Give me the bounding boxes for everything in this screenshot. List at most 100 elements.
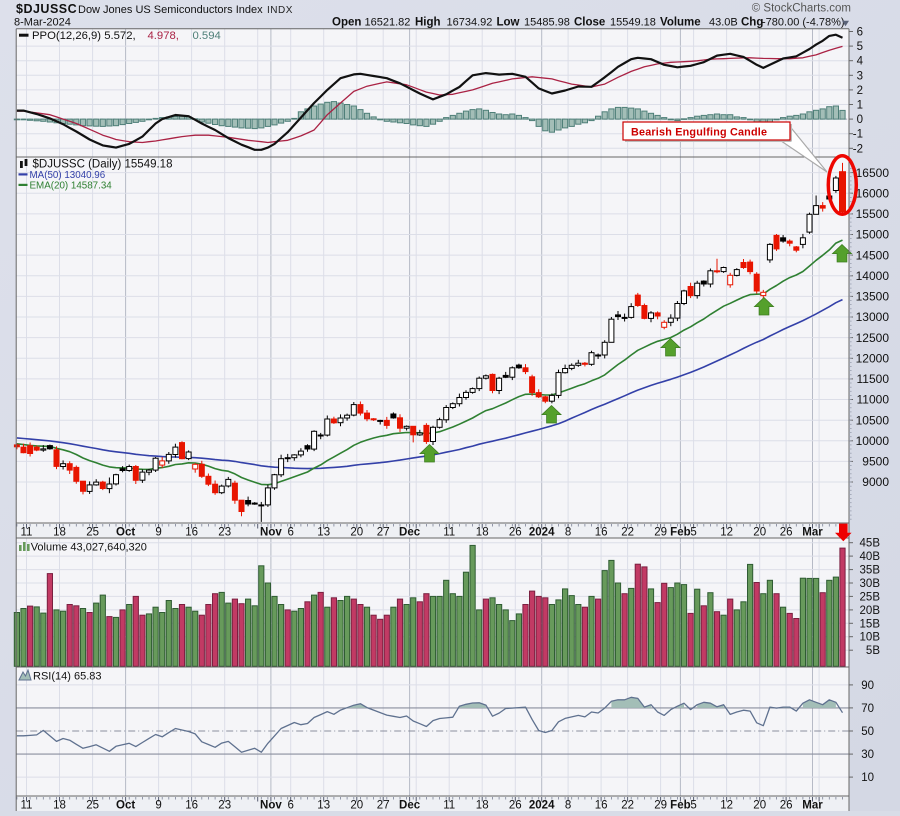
svg-text:6: 6 xyxy=(857,27,863,39)
svg-text:Open: Open xyxy=(332,16,361,28)
svg-text:14000: 14000 xyxy=(856,269,890,283)
svg-text:8: 8 xyxy=(565,527,571,539)
svg-text:Oct: Oct xyxy=(116,800,135,812)
svg-text:PPO(12,26,9) 5.572,: PPO(12,26,9) 5.572, xyxy=(32,30,136,42)
svg-text:6: 6 xyxy=(287,800,293,812)
svg-text:16: 16 xyxy=(595,527,608,539)
svg-text:0: 0 xyxy=(857,114,863,126)
svg-text:70: 70 xyxy=(861,703,874,715)
svg-text:9000: 9000 xyxy=(862,475,889,489)
svg-text:16521.82: 16521.82 xyxy=(365,16,411,28)
svg-text:25B: 25B xyxy=(860,591,881,603)
svg-text:Mar: Mar xyxy=(802,527,823,539)
svg-text:11: 11 xyxy=(443,527,455,539)
svg-text:12: 12 xyxy=(720,527,733,539)
svg-text:EMA(20) 14587.34: EMA(20) 14587.34 xyxy=(30,180,113,191)
svg-text:High: High xyxy=(415,16,441,28)
svg-text:11500: 11500 xyxy=(857,372,890,386)
svg-text:12500: 12500 xyxy=(856,331,890,345)
svg-text:8-Mar-2024: 8-Mar-2024 xyxy=(14,17,71,29)
svg-text:Volume 43,027,640,320: Volume 43,027,640,320 xyxy=(31,541,147,553)
svg-text:Feb: Feb xyxy=(670,527,690,539)
svg-text:4.978,: 4.978, xyxy=(148,30,179,42)
svg-text:16: 16 xyxy=(595,800,608,812)
svg-text:5B: 5B xyxy=(866,645,880,657)
svg-text:29: 29 xyxy=(654,527,667,539)
svg-text:Close: Close xyxy=(574,16,605,28)
svg-text:2024: 2024 xyxy=(529,800,555,812)
svg-text:$DJUSSC: $DJUSSC xyxy=(16,2,77,16)
svg-text:1: 1 xyxy=(857,100,863,112)
svg-text:26: 26 xyxy=(509,800,522,812)
svg-text:10B: 10B xyxy=(860,632,881,644)
svg-text:15549.18: 15549.18 xyxy=(610,16,656,28)
svg-text:18: 18 xyxy=(476,800,489,812)
svg-text:15000: 15000 xyxy=(856,228,890,242)
svg-text:11: 11 xyxy=(21,800,33,812)
svg-text:Volume: Volume xyxy=(660,16,701,28)
svg-text:© StockCharts.com: © StockCharts.com xyxy=(752,3,851,15)
svg-text:10500: 10500 xyxy=(856,413,890,427)
svg-text:13000: 13000 xyxy=(856,310,890,324)
svg-text:5: 5 xyxy=(690,527,696,539)
svg-text:40B: 40B xyxy=(860,551,881,563)
svg-text:27: 27 xyxy=(377,527,390,539)
svg-text:Oct: Oct xyxy=(116,527,135,539)
svg-text:15500: 15500 xyxy=(856,207,890,221)
svg-text:30B: 30B xyxy=(860,578,881,590)
svg-text:Dec: Dec xyxy=(399,800,421,812)
svg-text:20: 20 xyxy=(350,527,363,539)
svg-text:20B: 20B xyxy=(860,605,881,617)
svg-text:26: 26 xyxy=(509,527,522,539)
svg-text:18: 18 xyxy=(476,527,489,539)
svg-text:16500: 16500 xyxy=(856,166,890,180)
svg-text:26: 26 xyxy=(780,527,793,539)
svg-text:18: 18 xyxy=(53,800,66,812)
svg-text:20: 20 xyxy=(753,800,766,812)
svg-text:6: 6 xyxy=(287,527,293,539)
svg-text:8: 8 xyxy=(565,800,571,812)
svg-text:Bearish Engulfing Candle: Bearish Engulfing Candle xyxy=(631,127,767,139)
svg-text:25: 25 xyxy=(86,527,99,539)
svg-text:13: 13 xyxy=(317,800,330,812)
svg-text:23: 23 xyxy=(218,527,231,539)
svg-text:9: 9 xyxy=(155,527,161,539)
svg-text:10000: 10000 xyxy=(856,434,890,448)
svg-text:INDX: INDX xyxy=(267,5,293,16)
svg-text:20: 20 xyxy=(350,800,363,812)
svg-text:Mar: Mar xyxy=(802,800,823,812)
svg-text:9500: 9500 xyxy=(862,455,889,469)
svg-text:14500: 14500 xyxy=(856,248,890,262)
svg-text:13: 13 xyxy=(317,527,330,539)
svg-text:-2: -2 xyxy=(853,143,863,155)
svg-text:15485.98: 15485.98 xyxy=(524,16,570,28)
svg-text:25: 25 xyxy=(86,800,99,812)
svg-text:10: 10 xyxy=(861,772,874,784)
svg-text:-780.00 (-4.78%): -780.00 (-4.78%) xyxy=(762,16,845,28)
svg-text:Nov: Nov xyxy=(260,800,282,812)
svg-text:5: 5 xyxy=(857,41,863,53)
svg-text:MA(50) 13040.96: MA(50) 13040.96 xyxy=(30,170,106,181)
svg-text:16: 16 xyxy=(185,800,198,812)
svg-text:43.0B: 43.0B xyxy=(709,16,738,28)
svg-text:11: 11 xyxy=(21,527,33,539)
svg-text:0.594: 0.594 xyxy=(193,30,221,42)
svg-text:11: 11 xyxy=(443,800,455,812)
svg-text:RSI(14) 65.83: RSI(14) 65.83 xyxy=(33,670,101,682)
svg-text:18: 18 xyxy=(53,527,66,539)
svg-text:12000: 12000 xyxy=(856,352,890,366)
svg-text:20: 20 xyxy=(753,527,766,539)
svg-text:Low: Low xyxy=(497,16,520,28)
svg-text:22: 22 xyxy=(621,527,634,539)
svg-text:-1: -1 xyxy=(853,129,863,141)
svg-text:11000: 11000 xyxy=(857,393,890,407)
svg-text:16: 16 xyxy=(185,527,198,539)
svg-text:9: 9 xyxy=(155,800,161,812)
svg-text:27: 27 xyxy=(377,800,390,812)
svg-text:16734.92: 16734.92 xyxy=(447,16,493,28)
svg-text:2: 2 xyxy=(857,85,863,97)
svg-text:Dow Jones US Semiconductors In: Dow Jones US Semiconductors Index xyxy=(78,4,263,16)
svg-text:15B: 15B xyxy=(860,618,881,630)
svg-text:90: 90 xyxy=(861,680,874,692)
svg-text:30: 30 xyxy=(861,749,874,761)
